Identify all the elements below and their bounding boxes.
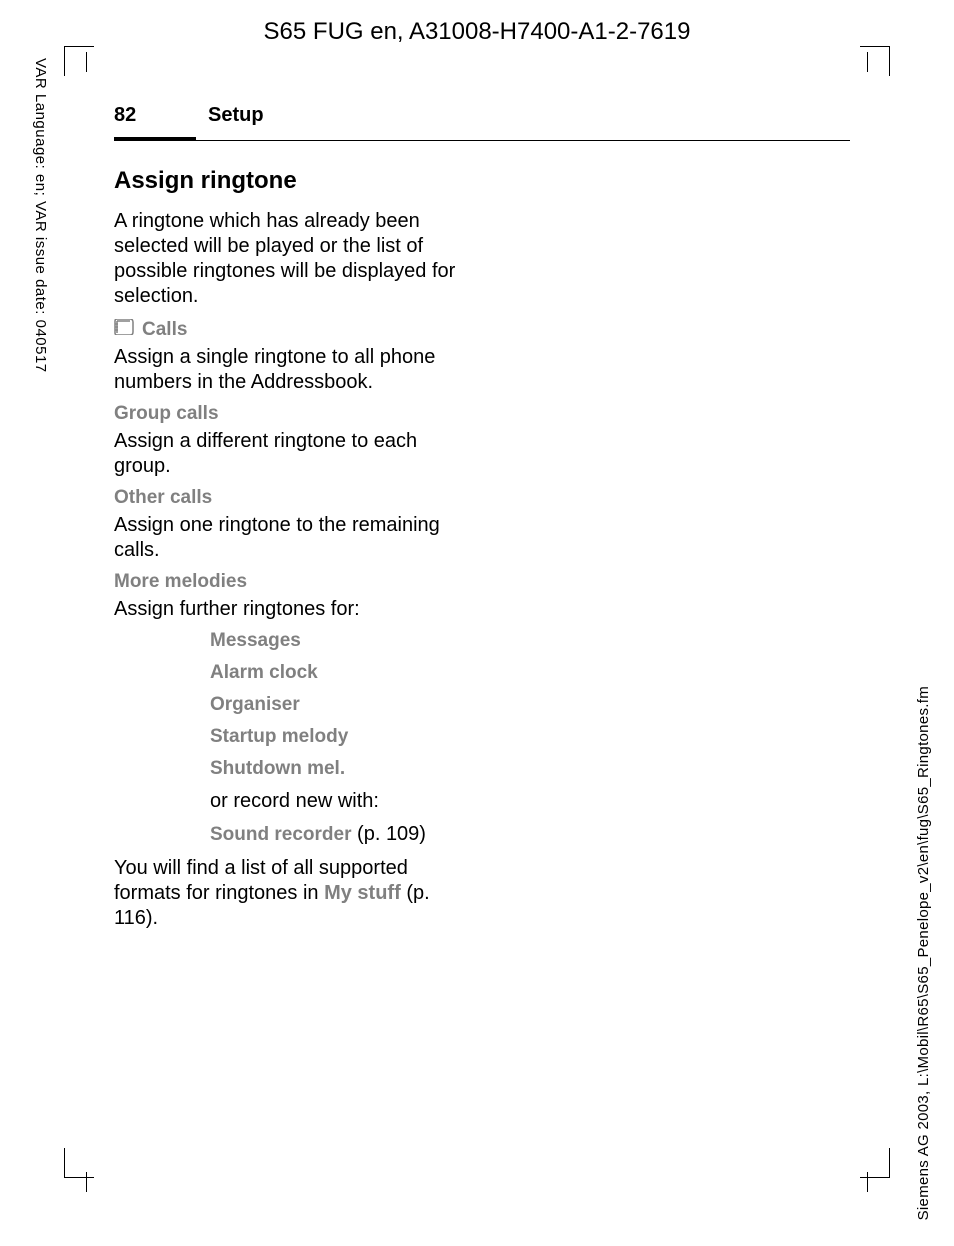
section-name: Setup [208,104,264,127]
page-content: 82 Setup Assign ringtone A ringtone whic… [114,104,850,939]
footer-my-stuff: My stuff [324,882,401,904]
crop-mark [64,46,94,76]
crop-mark [860,1148,890,1178]
list-item-organiser: Organiser [210,694,462,716]
melodies-list: Messages Alarm clock Organiser Startup m… [210,630,462,846]
heading-assign-ringtone: Assign ringtone [114,167,462,195]
page-header-row: 82 Setup [114,104,850,137]
more-melodies-text: Assign further ringtones for: [114,597,462,622]
subheading-group-calls: Group calls [114,403,462,425]
document-header: S65 FUG en, A31008-H7400-A1-2-7619 [0,18,954,46]
intro-paragraph: A ringtone which has already been select… [114,209,462,309]
crop-tick [867,1172,868,1192]
crop-tick [86,52,87,72]
subheading-calls-label: Calls [142,319,187,341]
list-item-or-record: or record new with: [210,790,462,813]
addressbook-icon [114,319,134,341]
subheading-other-calls: Other calls [114,487,462,509]
header-rule-thin [114,140,850,141]
subheading-calls: Calls [114,319,462,341]
footer-paragraph: You will find a list of all supported fo… [114,856,462,931]
other-calls-text: Assign one ringtone to the remaining cal… [114,513,462,563]
body-column: Assign ringtone A ringtone which has alr… [114,167,462,931]
crop-mark [860,46,890,76]
page-number: 82 [114,104,208,127]
calls-text: Assign a single ringtone to all phone nu… [114,345,462,395]
sound-recorder-label: Sound recorder [210,824,351,845]
crop-tick [86,1172,87,1192]
list-item-shutdown-melody: Shutdown mel. [210,758,462,780]
group-calls-text: Assign a different ringtone to each grou… [114,429,462,479]
list-item-messages: Messages [210,630,462,652]
subheading-more-melodies: More melodies [114,571,462,593]
right-margin-note: Siemens AG 2003, L:\Mobil\R65\S65_Penelo… [915,686,932,1220]
sound-recorder-ref: (p. 109) [351,823,425,845]
list-item-sound-recorder: Sound recorder (p. 109) [210,823,462,846]
list-item-alarm-clock: Alarm clock [210,662,462,684]
list-item-startup-melody: Startup melody [210,726,462,748]
crop-mark [64,1148,94,1178]
left-margin-note: VAR Language: en; VAR issue date: 040517 [32,58,49,373]
crop-tick [867,52,868,72]
